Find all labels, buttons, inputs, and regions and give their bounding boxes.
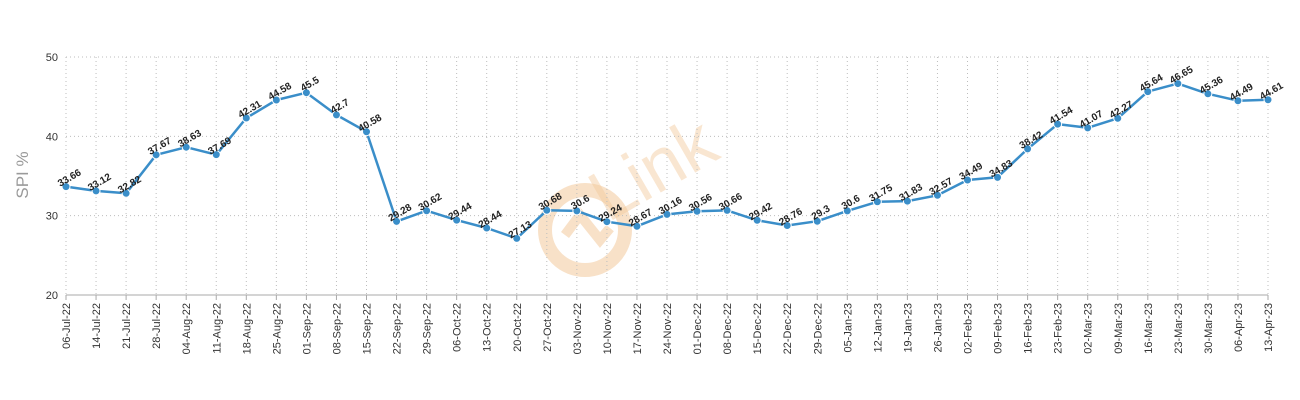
x-tick-label: 11-Aug-22 [211, 303, 223, 354]
x-tick-label: 09-Feb-23 [993, 303, 1005, 354]
x-tick-label: 01-Dec-22 [692, 303, 704, 354]
x-tick-label: 23-Feb-23 [1053, 303, 1065, 354]
data-point [452, 215, 462, 225]
x-tick-label: 15-Sep-22 [362, 303, 374, 354]
x-tick-label: 13-Apr-23 [1263, 303, 1275, 352]
x-tick-label: 25-Aug-22 [271, 303, 283, 354]
data-point [1263, 95, 1273, 105]
data-point [482, 223, 492, 233]
data-point [602, 217, 612, 227]
x-tick-label: 05-Jan-23 [842, 303, 854, 353]
data-point [61, 182, 71, 192]
x-tick-label: 29-Sep-22 [422, 303, 434, 354]
x-tick-label: 16-Mar-23 [1143, 303, 1155, 354]
watermark-circle [538, 183, 632, 277]
x-tick-label: 27-Oct-22 [542, 303, 554, 352]
x-tick-label: 22-Dec-22 [782, 303, 794, 354]
data-point [1173, 79, 1183, 89]
x-tick-label: 02-Mar-23 [1083, 303, 1095, 354]
y-tick-label: 40 [46, 131, 58, 143]
data-point [1203, 89, 1213, 99]
data-point [752, 215, 762, 225]
data-point [662, 209, 672, 219]
x-tick-label: 06-Oct-22 [452, 303, 464, 352]
data-point [692, 206, 702, 216]
x-tick-label: 21-Jul-22 [121, 303, 133, 349]
x-tick-label: 13-Oct-22 [482, 303, 494, 352]
x-tick-label: 09-Mar-23 [1113, 303, 1125, 354]
x-tick-label: 19-Jan-23 [902, 303, 914, 353]
data-point [1143, 87, 1153, 97]
data-point [181, 142, 191, 152]
data-point [121, 188, 131, 198]
data-point [241, 113, 251, 123]
data-point [301, 88, 311, 98]
x-tick-label: 16-Feb-23 [1023, 303, 1035, 354]
x-tick-label: 06-Jul-22 [61, 303, 73, 349]
data-point [151, 150, 161, 160]
data-point [963, 175, 972, 185]
y-tick-label: 30 [46, 211, 58, 223]
x-tick-label: 08-Dec-22 [722, 303, 734, 354]
x-tick-label: 17-Nov-22 [632, 303, 644, 354]
x-tick-label: 22-Sep-22 [392, 303, 404, 354]
y-axis-title: SPI % [13, 151, 32, 198]
data-point [1113, 113, 1123, 123]
data-point [271, 95, 281, 105]
data-point [1053, 119, 1063, 129]
data-point [211, 150, 221, 160]
x-tick-label: 26-Jan-23 [932, 303, 944, 353]
data-point [872, 197, 882, 207]
x-tick-label: 02-Feb-23 [963, 303, 975, 354]
data-point [812, 216, 822, 226]
x-tick-label: 14-Jul-22 [91, 303, 103, 349]
x-tick-label: 12-Jan-23 [872, 303, 884, 353]
x-tick-label: 01-Sep-22 [301, 303, 313, 354]
data-point [1233, 96, 1243, 106]
x-tick-label: 29-Dec-22 [812, 303, 824, 354]
x-tick-label: 06-Apr-23 [1233, 303, 1245, 352]
y-tick-label: 20 [46, 290, 58, 302]
x-tick-label: 03-Nov-22 [572, 303, 584, 354]
data-point [782, 221, 792, 231]
y-tick-label: 50 [46, 52, 58, 64]
data-point [902, 196, 912, 206]
watermark-mark [561, 206, 614, 248]
x-tick-label: 24-Nov-22 [662, 303, 674, 354]
data-point [392, 216, 402, 226]
x-tick-label: 20-Oct-22 [512, 303, 524, 352]
data-point [542, 205, 552, 215]
data-point [362, 127, 371, 137]
data-point [842, 206, 852, 216]
data-point [932, 190, 942, 200]
x-tick-label: 08-Sep-22 [331, 303, 343, 354]
data-point [1083, 123, 1093, 133]
x-tick-label: 18-Aug-22 [241, 303, 253, 354]
data-point [1023, 144, 1033, 154]
data-point [632, 221, 642, 231]
x-tick-label: 04-Aug-22 [181, 303, 193, 354]
x-tick-label: 28-Jul-22 [151, 303, 163, 349]
data-point [91, 186, 101, 196]
x-tick-label: 30-Mar-23 [1203, 303, 1215, 354]
watermark-logo: Link [538, 101, 731, 277]
data-point [993, 172, 1003, 182]
x-tick-label: 15-Dec-22 [752, 303, 764, 354]
data-point [512, 233, 522, 243]
data-point [331, 110, 341, 120]
axes: 20 30 40 50 06-Jul-22 14-Jul-22 21-Jul-22 28-Ju… [46, 52, 1275, 354]
x-tick-label: 10-Nov-22 [602, 303, 614, 354]
x-tick-label: 23-Mar-23 [1173, 303, 1185, 354]
series-line-spi [61, 79, 1273, 243]
data-point [572, 206, 582, 216]
data-point [722, 205, 732, 215]
data-point [422, 206, 432, 216]
